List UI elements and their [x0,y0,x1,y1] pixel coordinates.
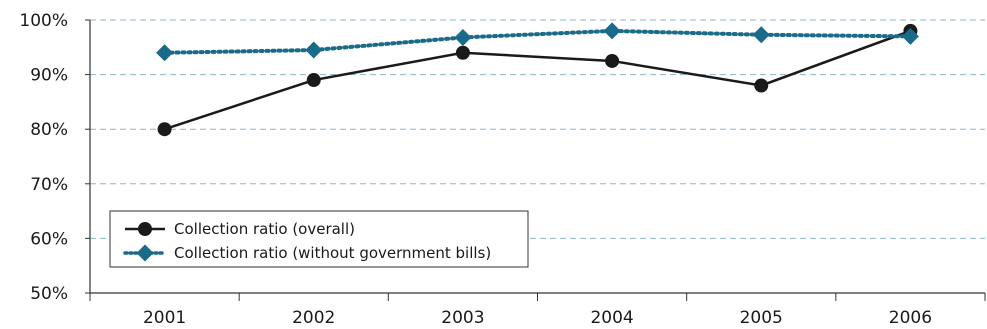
data-point-without-government [156,44,174,62]
legend-marker-overall [138,222,152,236]
x-axis-ticks: 2001 2002 2003 2004 2005 2006 [89,293,986,328]
y-tick-label: 80% [30,120,68,140]
series-line-1 [162,28,913,55]
data-point-overall [605,53,620,68]
y-tick-label: 70% [30,175,68,195]
data-point-without-government [454,28,472,46]
x-tick-label: 2001 [143,308,186,328]
series-group [156,22,919,137]
x-tick-label: 2005 [740,308,783,328]
data-point-overall [157,122,172,137]
y-tick-label: 60% [30,229,68,249]
legend: Collection ratio (overall) Collection ra… [109,210,529,268]
x-tick-label: 2002 [292,308,335,328]
legend-marker-without-government [136,244,154,262]
data-point-without-government [603,22,621,40]
x-tick-label: 2006 [889,308,932,328]
y-tick-label: 100% [19,11,68,31]
y-axis-ticks: 50% 60% 70% 80% 90% 100% [19,11,90,304]
data-point-overall [306,73,321,88]
data-point-overall [754,78,769,93]
data-point-without-government [305,41,323,59]
y-tick-label: 90% [30,66,68,86]
x-tick-label: 2004 [590,308,633,328]
legend-box [109,210,529,268]
legend-label-without-government: Collection ratio (without government bil… [174,244,491,262]
data-point-without-government [752,26,770,44]
legend-label-overall: Collection ratio (overall) [174,220,355,238]
x-tick-label: 2003 [441,308,484,328]
gridlines [90,19,985,239]
data-point-without-government [901,27,919,45]
data-point-overall [455,45,470,60]
series-line-0 [164,29,911,131]
y-tick-label: 50% [30,284,68,304]
